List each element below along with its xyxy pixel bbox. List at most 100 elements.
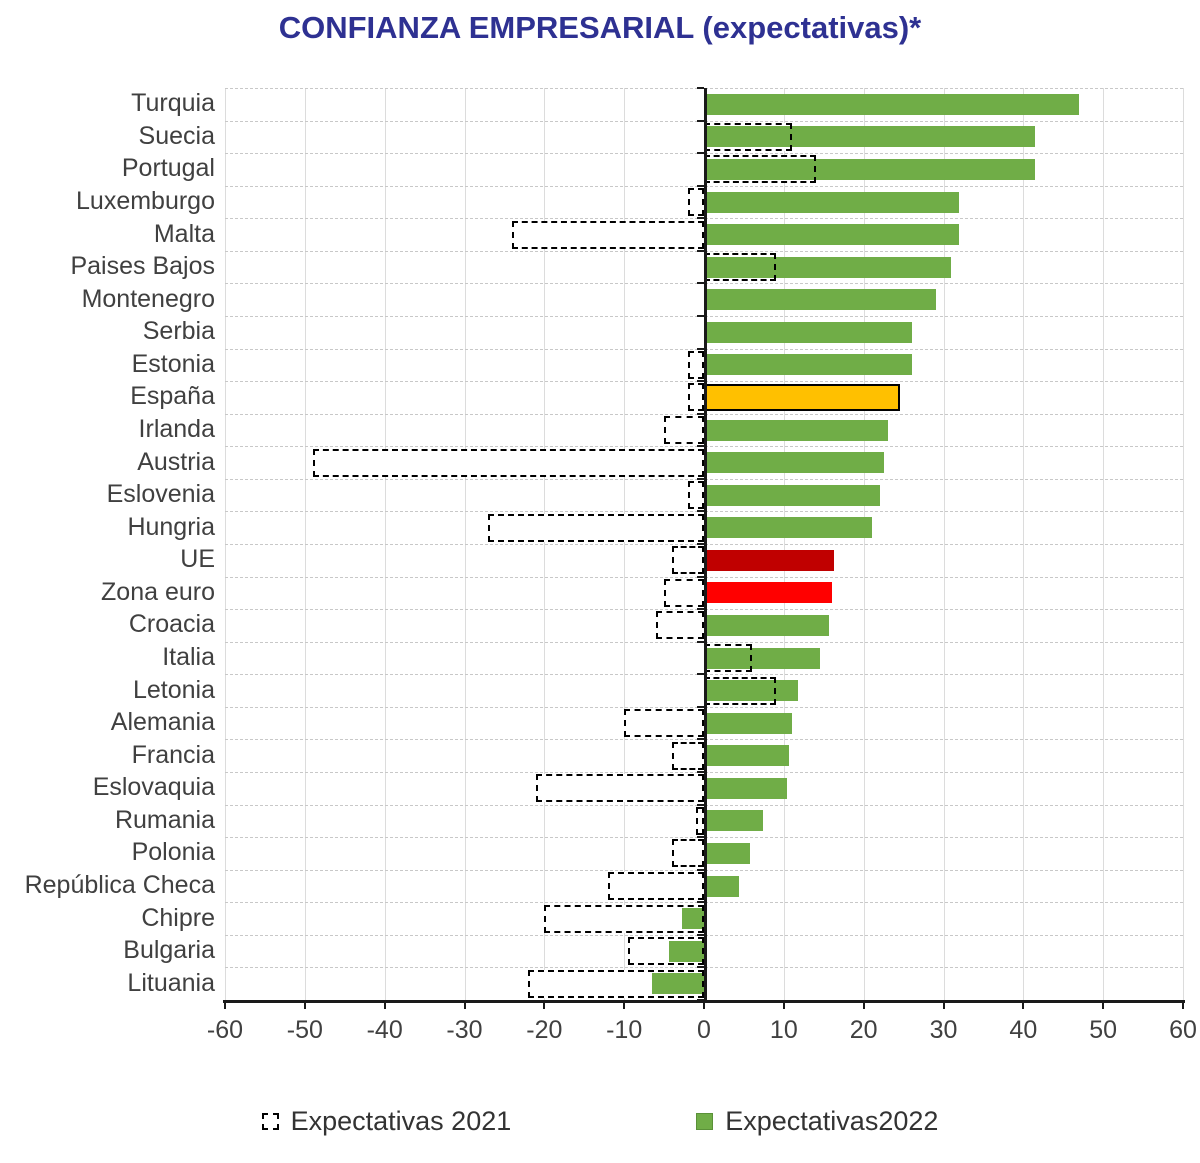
bar-expectativas-2021-fill [688, 350, 704, 379]
bar-expectativas-2021 [696, 806, 704, 835]
x-tick-label: -10 [606, 1016, 643, 1044]
bar-expectativas-2022 [704, 777, 788, 799]
bar-expectativas-2022 [704, 158, 1036, 180]
bar-expectativas-2021 [672, 741, 704, 770]
category-label: Chipre [141, 903, 215, 932]
bar-expectativas-2021-fill [688, 188, 704, 216]
zero-axis-tick [697, 640, 704, 643]
bar-expectativas-2021-fill [688, 481, 704, 510]
category-label: Luxemburgo [76, 187, 215, 215]
bar-expectativas-2022 [704, 419, 888, 441]
legend-label-2022: Expectativas2022 [725, 1105, 939, 1136]
category-label: Austria [137, 447, 215, 476]
category-label: Irlanda [138, 415, 215, 443]
zero-axis-tick [697, 868, 704, 871]
bar-expectativas-2021 [688, 188, 704, 216]
bar-expectativas-2021 [536, 774, 704, 803]
bar-expectativas-2021-fill [664, 416, 704, 444]
bar-expectativas-2022 [704, 224, 960, 246]
bar-expectativas-2021-fill [608, 872, 704, 900]
zero-axis-tick [697, 966, 704, 969]
category-label: Paises Bajos [70, 252, 215, 281]
bar-expectativas-2022 [704, 191, 960, 213]
category-label: Eslovaquia [92, 773, 215, 802]
category-label: Croacia [128, 610, 215, 639]
x-tick-label: -40 [366, 1016, 403, 1044]
bar-expectativas-2021-fill [672, 741, 704, 770]
bar-expectativas-2022 [704, 383, 900, 411]
bar-expectativas-2021 [704, 155, 816, 184]
bar-expectativas-2022 [704, 712, 792, 734]
bar-expectativas-2021-fill [688, 383, 704, 412]
category-label: Bulgaria [123, 936, 215, 965]
zero-axis-tick [697, 608, 704, 611]
bar-expectativas-2021-fill [696, 806, 704, 835]
chart-title: CONFIANZA EMPRESARIAL (expectativas)* [278, 10, 922, 45]
category-label: Turquia [131, 89, 215, 118]
zero-axis-tick [697, 152, 704, 155]
x-axis-tick [224, 1000, 226, 1009]
x-axis-tick [782, 1000, 785, 1009]
bar-expectativas-2021-fill [536, 774, 704, 803]
bar-expectativas-2022 [704, 745, 790, 767]
bar-expectativas-2022 [704, 582, 832, 604]
bar-expectativas-2021-fill [672, 546, 704, 575]
x-axis-tick [623, 1000, 626, 1009]
legend-swatch-green-icon [696, 1112, 714, 1130]
x-axis-tick [862, 1000, 865, 1009]
zero-axis-tick [697, 738, 704, 741]
bar-expectativas-2021 [704, 253, 776, 282]
category-label: Lituania [127, 968, 215, 997]
zero-axis-tick [697, 673, 704, 676]
bar-expectativas-2022 [704, 321, 912, 343]
legend-item-expectativas-2022: Expectativas2022 [696, 1106, 938, 1137]
bar-expectativas-2022 [704, 93, 1080, 115]
x-tick-label: 20 [849, 1016, 878, 1044]
bar-expectativas-2022 [704, 614, 830, 636]
x-axis-tick [703, 1000, 705, 1009]
category-label: Rumania [114, 805, 215, 834]
vertical-gridline [1183, 88, 1184, 1000]
x-axis-tick [543, 1000, 546, 1009]
x-axis-tick [1102, 1000, 1105, 1009]
zero-axis-tick [697, 575, 704, 578]
x-tick-label: -20 [526, 1016, 563, 1044]
x-tick-label: 60 [1169, 1016, 1197, 1044]
legend: Expectativas 2021 Expectativas2022 [0, 1096, 1200, 1146]
category-label: Italia [162, 643, 215, 671]
bar-expectativas-2022 [704, 517, 872, 539]
category-label: Malta [153, 219, 215, 248]
category-label: Zona euro [101, 577, 215, 606]
bar-expectativas-2021 [688, 383, 704, 412]
bar-expectativas-2022 [704, 126, 1036, 148]
zero-axis-tick [697, 380, 704, 383]
category-label: España [130, 382, 215, 411]
category-label: Portugal [121, 154, 215, 183]
x-tick-label: -30 [446, 1016, 483, 1044]
bar-expectativas-2022 [704, 842, 751, 864]
zero-axis-tick [697, 347, 704, 350]
category-label: Serbia [142, 317, 215, 346]
zero-axis-line [704, 88, 707, 1000]
bar-expectativas-2021 [704, 644, 752, 672]
category-label: UE [180, 545, 215, 574]
bar-expectativas-2022 [704, 810, 764, 832]
x-axis-tick [942, 1000, 945, 1009]
zero-axis-tick [697, 901, 704, 904]
category-label: Montenegro [81, 284, 215, 313]
bar-expectativas-2021 [704, 676, 776, 705]
bar-expectativas-2021-fill [624, 709, 704, 738]
zero-axis-tick [697, 543, 704, 545]
category-label: Estonia [131, 349, 215, 378]
x-tick-label: 40 [1009, 1016, 1038, 1044]
category-label: Hungria [127, 512, 215, 541]
zero-axis-tick [697, 249, 704, 252]
bar-expectativas-2021 [544, 904, 704, 933]
zero-axis-tick [697, 412, 704, 415]
zero-axis-tick [697, 771, 704, 773]
bar-expectativas-2022 [704, 256, 952, 278]
zero-axis-tick [697, 315, 704, 317]
bar-expectativas-2021-fill [544, 904, 704, 933]
bar-expectativas-2021 [688, 350, 704, 379]
x-tick-label: -60 [206, 1016, 244, 1044]
